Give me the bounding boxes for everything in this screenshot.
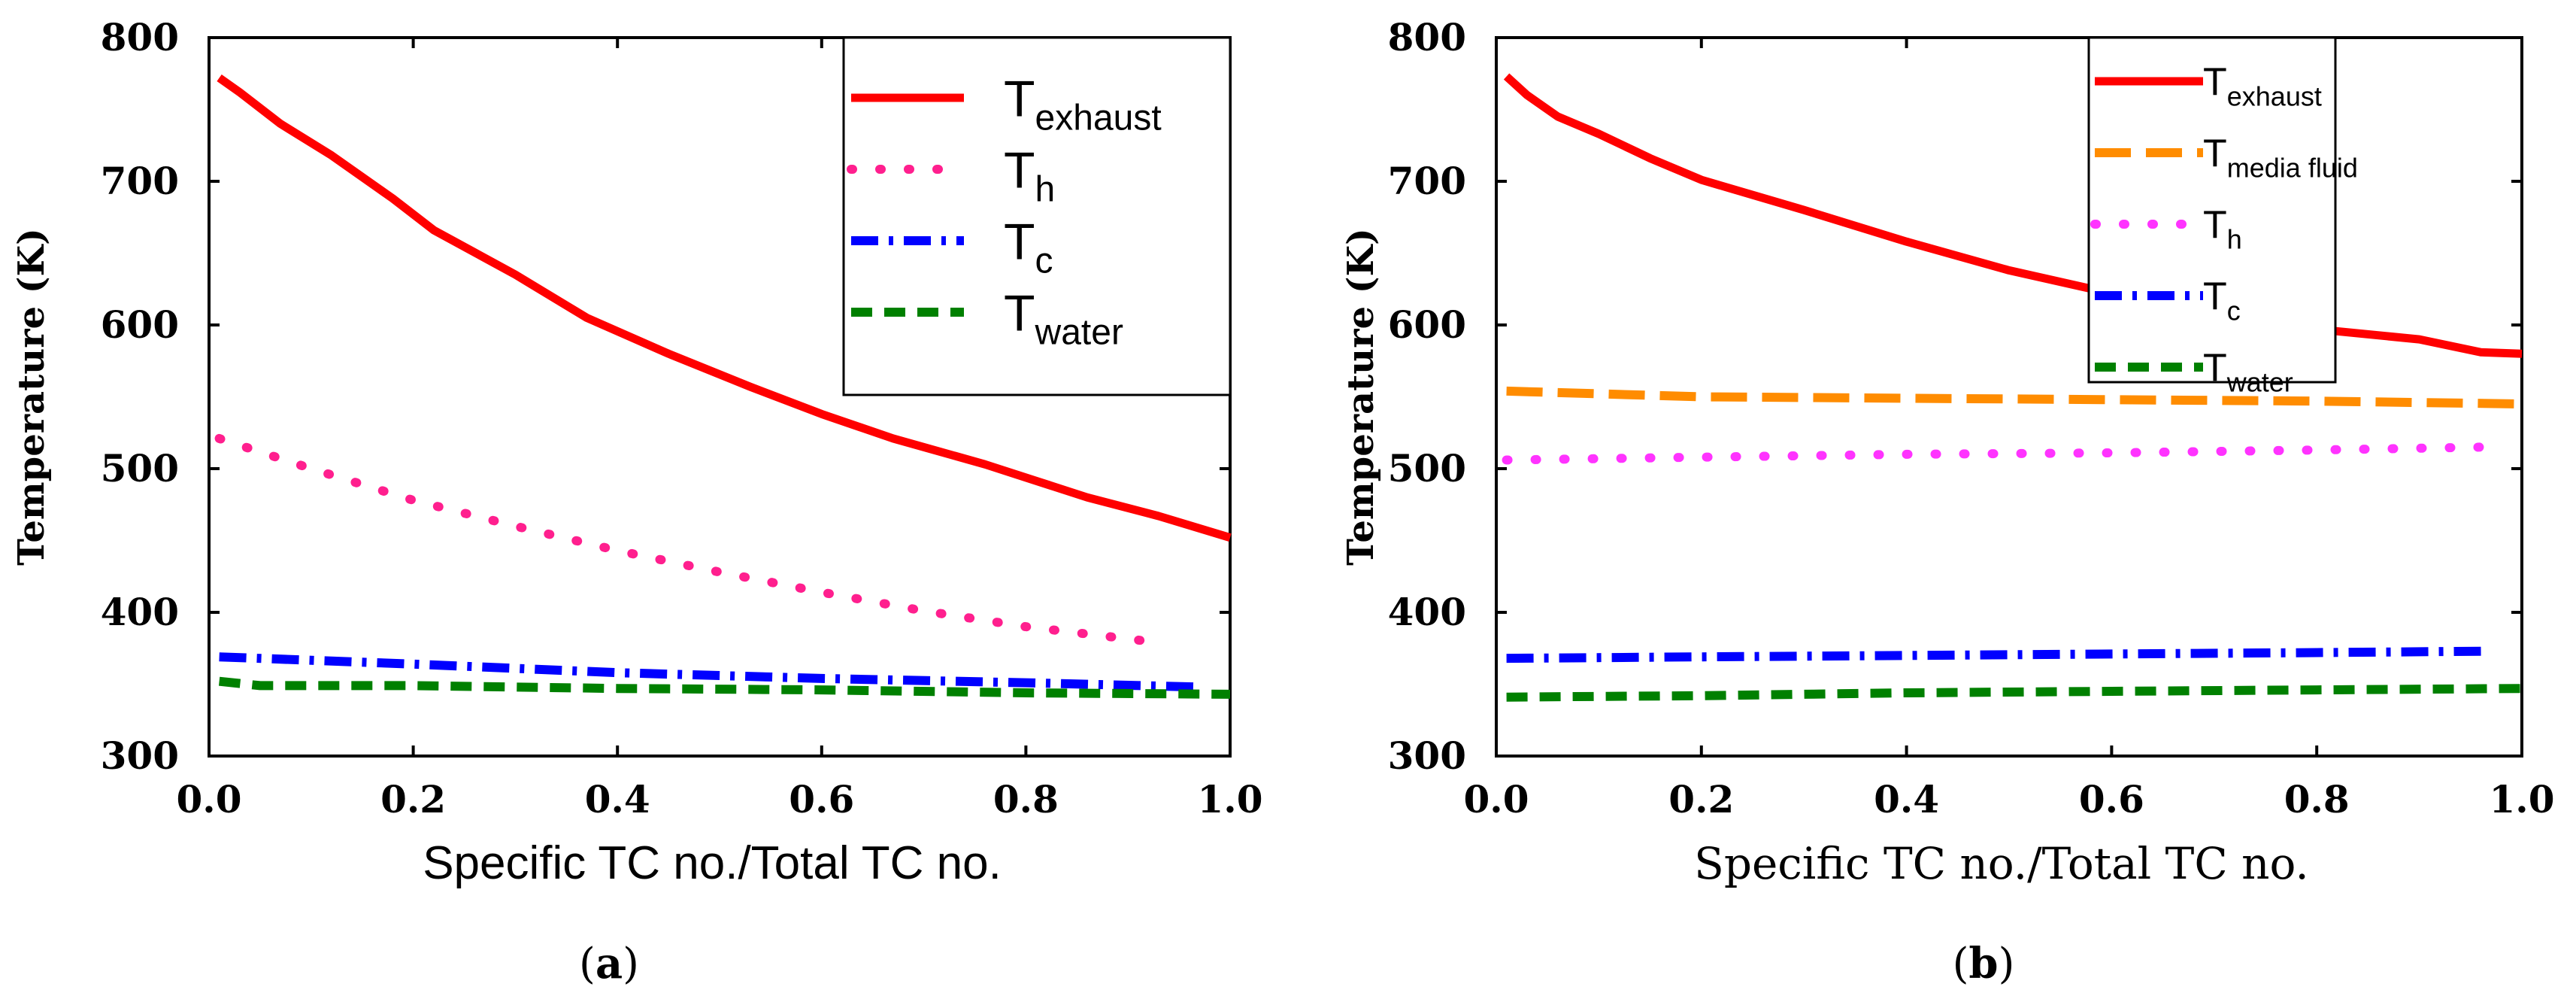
y-tick-label: 500 [1388, 446, 1466, 490]
chart-panel-b: 300 400 500 600 700 800 0.0 0.2 0.4 0.6 0.8 1.0 Temp… [1340, 15, 2555, 988]
y-tick-label: 600 [101, 302, 179, 347]
legend-label-main: T [2203, 61, 2227, 105]
x-tick-label: 1.0 [1198, 777, 1263, 821]
caption-close: ) [623, 940, 639, 988]
legend-label: Twater [1004, 284, 1123, 352]
x-tick-label: 0.4 [1874, 777, 1939, 821]
series-line-exhaust [1503, 73, 2523, 358]
x-tick-label: 0.6 [789, 777, 854, 821]
x-tick-label: 1.0 [2490, 777, 2555, 821]
legend-label-subscript: h [1035, 169, 1056, 209]
legend-label-subscript: water [2226, 367, 2293, 398]
x-tick-label: 0.8 [993, 777, 1059, 821]
legend-label-subscript: exhaust [1035, 98, 1162, 138]
series-line-media-fluid [1506, 386, 2523, 408]
legend-label-subscript: c [2227, 296, 2241, 326]
x-tick-label: 0.8 [2284, 777, 2350, 821]
legend-label-main: T [2203, 347, 2227, 390]
legend-label-main: T [1004, 284, 1035, 342]
series-line-water [218, 676, 1231, 699]
legend-label-subscript: water [1035, 312, 1123, 352]
x-tick-label: 0.4 [585, 777, 650, 821]
legend-label-main: T [1004, 70, 1035, 127]
y-tick-label: 800 [1388, 15, 1466, 59]
legend-label-subscript: exhaust [2227, 81, 2322, 112]
series-line-c [1506, 646, 2492, 663]
legend-label-subscript: c [1035, 241, 1053, 281]
y-tick-label: 500 [101, 446, 179, 490]
x-axis-label: Specific TC no./Total TC no. [423, 837, 1002, 889]
y-axis-label: Temperature (K) [11, 228, 53, 566]
x-tick-label: 0.2 [380, 777, 446, 821]
legend-label: Twater [2203, 347, 2293, 398]
legend-label: Th [1004, 141, 1055, 209]
y-tick-label: 700 [101, 159, 179, 203]
legend-label: Tmedia fluid [2203, 132, 2358, 184]
x-tick-label: 0.0 [177, 777, 242, 821]
series-line-water [1506, 684, 2523, 702]
caption-open: ( [579, 940, 596, 988]
y-axis-label: Temperature (K) [1340, 228, 1382, 566]
legend-label: Tc [1004, 213, 1053, 281]
legend-label-main: T [2203, 204, 2227, 247]
y-tick-label: 300 [1388, 733, 1466, 778]
legend-label-subscript: h [2227, 224, 2242, 255]
series-line-exhaust [217, 74, 1232, 542]
caption-letter: b [1968, 939, 1998, 988]
y-tick-label: 300 [101, 733, 179, 778]
panel-caption: (b) [1953, 939, 2015, 988]
y-tick-label: 800 [101, 15, 179, 59]
x-tick-label: 0.2 [1668, 777, 1734, 821]
series-line-h [214, 433, 1163, 648]
x-axis-label: Specific TC no./Total TC no. [1694, 838, 2309, 889]
legend-label-main: T [1004, 141, 1035, 199]
caption-open: ( [1953, 940, 1969, 988]
y-tick-label: 400 [101, 590, 179, 634]
caption-close: ) [1999, 940, 2015, 988]
caption-letter: a [596, 939, 623, 988]
legend-label-main: T [1004, 213, 1035, 270]
plot-frame [1495, 36, 2523, 758]
y-tick-label: 700 [1388, 159, 1466, 203]
legend-label-subscript: media fluid [2227, 153, 2358, 184]
legend-label-main: T [2203, 275, 2227, 319]
x-tick-label: 0.6 [2079, 777, 2144, 821]
legend-label: Texhaust [1004, 70, 1162, 138]
series-line-c [219, 652, 1200, 692]
legend-label: Tc [2203, 275, 2241, 326]
panel-caption: (a) [579, 939, 639, 988]
series-line-h [1502, 442, 2486, 465]
legend-box [2087, 36, 2337, 384]
x-tick-label: 0.0 [1464, 777, 1529, 821]
legend-label: Th [2203, 204, 2242, 255]
legend-label: Texhaust [2203, 61, 2322, 112]
y-tick-label: 600 [1388, 302, 1466, 347]
y-tick-label: 400 [1388, 590, 1466, 634]
plot-frame [208, 36, 1232, 758]
chart-panel-a: 300 400 500 600 700 800 0.0 0.2 0.4 0.6 0.8 1.0 Temp… [11, 15, 1263, 988]
legend-label-main: T [2203, 132, 2227, 176]
